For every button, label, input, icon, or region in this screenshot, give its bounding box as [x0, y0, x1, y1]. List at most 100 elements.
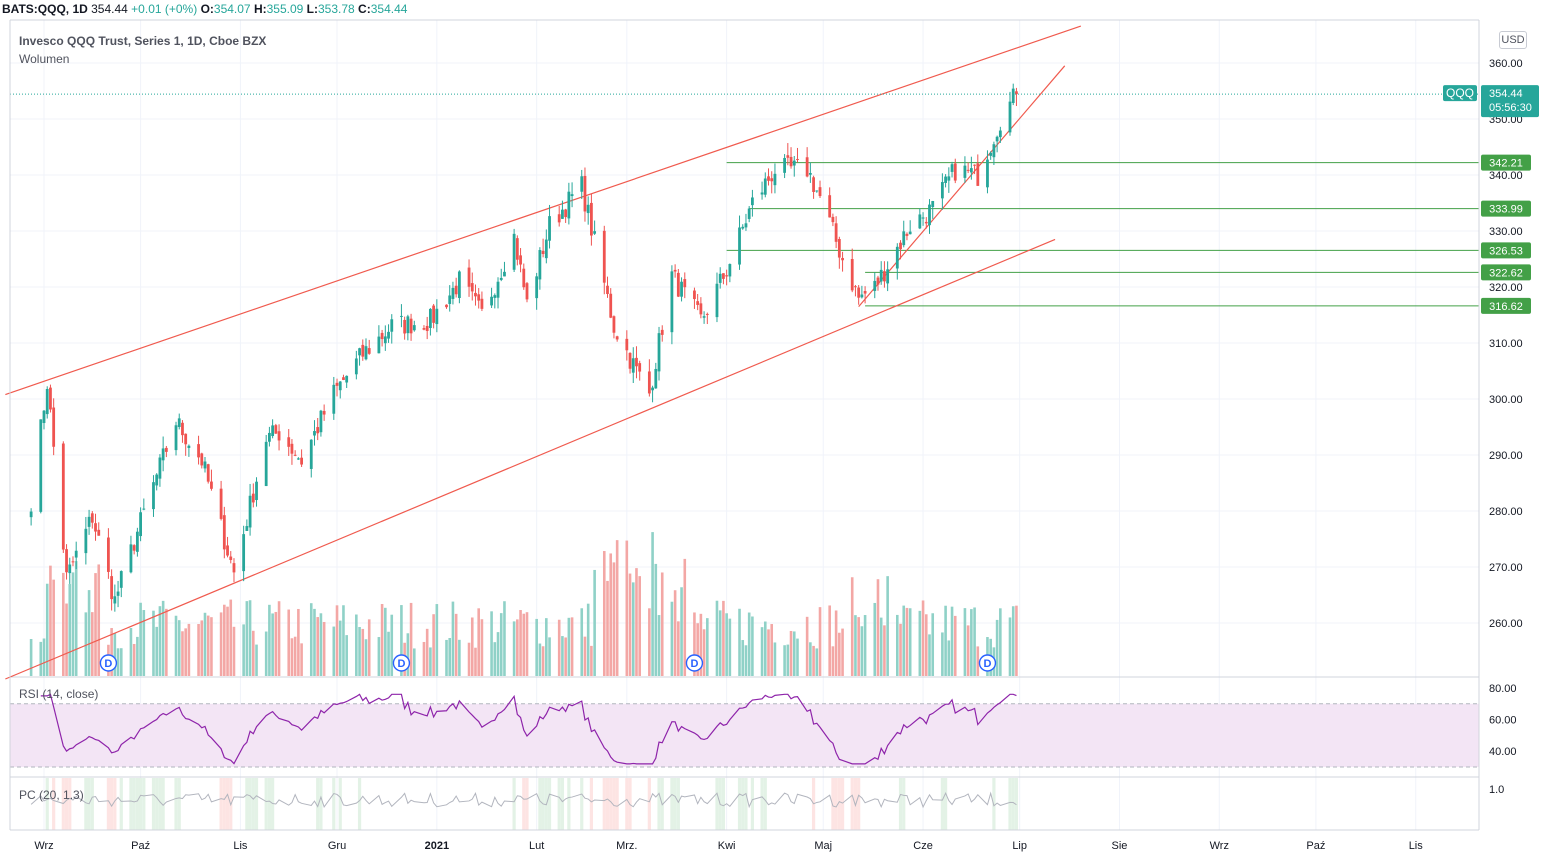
candle-body: [271, 425, 275, 437]
volume-bar: [763, 621, 767, 676]
candle-body: [680, 281, 683, 297]
symbol-label[interactable]: BATS:QQQ, 1D: [2, 2, 88, 16]
support-trend: [858, 65, 1066, 307]
candle-body: [245, 526, 249, 531]
horizontal-levels[interactable]: 342.21 333.99 326.53 322.62 316.62: [726, 154, 1531, 314]
pc-band: [560, 778, 565, 830]
rsi-tick-label: 40.00: [1489, 746, 1517, 758]
volume-bar: [854, 615, 857, 676]
volume-bar: [944, 605, 947, 676]
volume-bar: [590, 645, 593, 676]
candle-body: [242, 534, 246, 572]
volume-bar: [161, 600, 165, 676]
candle-body: [354, 358, 358, 375]
volume-bar: [516, 619, 519, 676]
time-tick-label: Lip: [1012, 840, 1027, 852]
close-value: 354.44: [370, 2, 408, 16]
volume-bar: [422, 641, 426, 676]
volume-bar: [805, 616, 809, 676]
volume-bar: [297, 608, 300, 676]
candle-body: [564, 209, 568, 218]
candle-body: [522, 268, 526, 288]
candle-body: [818, 187, 822, 197]
volume-bar: [448, 638, 452, 676]
volume-bar: [116, 648, 120, 676]
pc-band: [676, 778, 680, 830]
time-tick-label: Paź: [1306, 840, 1325, 852]
candle-body: [899, 242, 902, 250]
volume-bar: [545, 618, 548, 676]
rsi-pane: [10, 676, 1479, 768]
candle-body: [918, 214, 922, 229]
volume-bar: [129, 628, 133, 676]
candle-body: [113, 596, 117, 604]
candle-body: [61, 443, 65, 550]
candle-body: [142, 508, 146, 510]
volume-bar: [541, 646, 545, 676]
candle-body: [770, 178, 774, 182]
level-label: 316.62: [1489, 301, 1523, 313]
volume-bar: [770, 624, 774, 676]
candle-body: [435, 308, 439, 325]
candle-body: [155, 474, 159, 486]
volume-bar: [718, 610, 722, 676]
volume-bar: [187, 623, 191, 676]
volume-bar: [290, 638, 294, 676]
candle-body: [683, 279, 687, 288]
volume-bar: [181, 631, 184, 676]
trend-lines[interactable]: [5, 25, 1082, 680]
candle-body: [702, 316, 706, 318]
volume-bar: [693, 612, 696, 676]
volume-bar: [886, 576, 889, 676]
candle-body: [503, 271, 506, 277]
pc-band: [267, 778, 271, 830]
candle-body: [184, 433, 188, 445]
candle-body: [519, 255, 522, 265]
volume-bar: [570, 617, 574, 676]
candle-body: [615, 336, 619, 340]
volume-bar: [432, 614, 435, 676]
candle-body: [873, 280, 877, 291]
pc-band: [1011, 778, 1015, 830]
candle-body: [65, 549, 68, 573]
candle-body: [42, 410, 46, 424]
time-tick-label: Gru: [328, 840, 346, 852]
volume-bar: [226, 606, 229, 676]
candle-body: [274, 425, 278, 434]
pc-band: [225, 778, 230, 830]
candle-body: [973, 164, 976, 166]
volume-bar: [970, 609, 973, 676]
volume-bar: [538, 643, 542, 676]
pc-band: [944, 778, 948, 830]
volume-bar: [219, 612, 223, 676]
pc-band: [837, 778, 841, 830]
volume-bar: [722, 600, 725, 676]
pc-band: [525, 778, 529, 830]
volume-bar: [68, 584, 72, 676]
currency-button[interactable]: USD: [1499, 31, 1527, 49]
candle-body: [928, 204, 931, 226]
volume-bar: [132, 643, 136, 676]
candle-body: [773, 173, 777, 186]
candle-body: [950, 164, 954, 172]
price-badge-countdown: 05:56:30: [1489, 102, 1532, 114]
volume-bar: [319, 613, 323, 676]
candle-body: [248, 495, 252, 528]
level-label: 342.21: [1489, 158, 1523, 170]
volume-bar: [931, 613, 935, 676]
candle-body: [693, 290, 696, 300]
pc-band: [615, 778, 619, 830]
volume-bar: [435, 604, 439, 676]
pc-band: [151, 778, 156, 830]
pc-band: [715, 778, 719, 830]
candle-body: [390, 319, 394, 332]
candle-body: [422, 328, 426, 330]
volume-bar: [696, 623, 699, 676]
volume-bar: [899, 623, 902, 676]
candle-body: [541, 250, 545, 255]
candle-body: [364, 346, 368, 360]
volume-bar: [953, 615, 957, 676]
candle-body: [454, 285, 458, 295]
